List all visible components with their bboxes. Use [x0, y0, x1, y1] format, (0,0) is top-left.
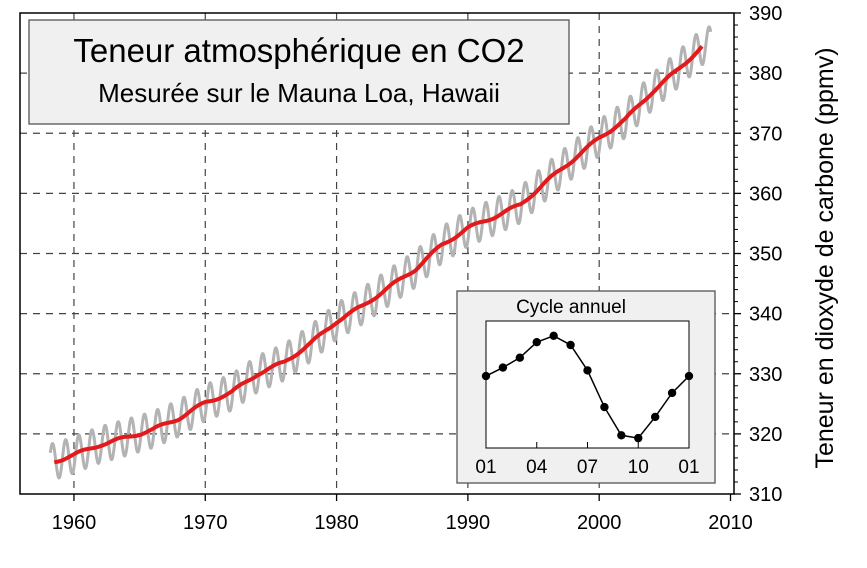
- inset-x-tick-label: 01: [678, 457, 699, 478]
- inset-point: [617, 431, 626, 440]
- inset-point: [515, 353, 525, 362]
- x-tick-label: 1990: [446, 512, 491, 534]
- inset-point: [549, 331, 558, 341]
- x-tick-label: 2000: [577, 512, 622, 534]
- inset-point: [667, 388, 677, 398]
- y-tick-label: 340: [749, 304, 782, 326]
- y-tick-label: 330: [749, 364, 782, 386]
- inset-point: [684, 371, 694, 381]
- inset-point: [566, 340, 575, 350]
- inset-point: [634, 433, 643, 443]
- inset-title: Cycle annuel: [516, 297, 626, 318]
- inset-x-tick-label: 07: [577, 457, 598, 478]
- inset-point: [650, 412, 660, 422]
- inset-point: [583, 366, 592, 375]
- inset-x-tick-label: 10: [628, 457, 649, 478]
- inset-x-tick-label: 01: [475, 457, 496, 478]
- trend-co2-line: [53, 44, 704, 465]
- y-tick-label: 380: [749, 63, 782, 85]
- y-tick-label: 390: [749, 3, 782, 25]
- x-tick-label: 2010: [708, 512, 753, 534]
- inset-point: [600, 402, 609, 412]
- inset-plot-area: [485, 320, 690, 449]
- inset-annual-cycle: Cycle annuel 01 04 07 10 01: [456, 290, 716, 484]
- x-tick-label: 1980: [314, 512, 359, 534]
- x-tick-label: 1960: [52, 512, 97, 534]
- inset-point: [532, 337, 541, 347]
- title-box-frame: [28, 19, 570, 125]
- axis-layer: 310 320 330 340 350 360 370 380 390 1960 1970 1980 1…: [52, 3, 783, 534]
- y-axis-label: Teneur en dioxyde de carbone (ppmv): [811, 47, 839, 468]
- series-layer: [48, 25, 713, 480]
- inset-layer: 01 04 07 10 01: [475, 331, 700, 478]
- x-tick-label: 1970: [183, 512, 228, 534]
- chart-title: Teneur atmosphérique en CO2: [73, 32, 524, 69]
- y-tick-label: 360: [749, 183, 782, 205]
- inset-point: [498, 363, 508, 372]
- inset-point: [481, 371, 491, 381]
- chart-subtitle: Mesurée sur le Mauna Loa, Hawaii: [98, 78, 500, 108]
- inset-x-tick-label: 04: [526, 457, 548, 478]
- y-tick-label: 350: [749, 244, 782, 266]
- y-tick-label: 320: [749, 424, 782, 446]
- title-box: Teneur atmosphérique en CO2 Mesurée sur …: [28, 19, 570, 125]
- y-tick-label: 370: [749, 123, 782, 145]
- y-tick-label: 310: [749, 484, 782, 506]
